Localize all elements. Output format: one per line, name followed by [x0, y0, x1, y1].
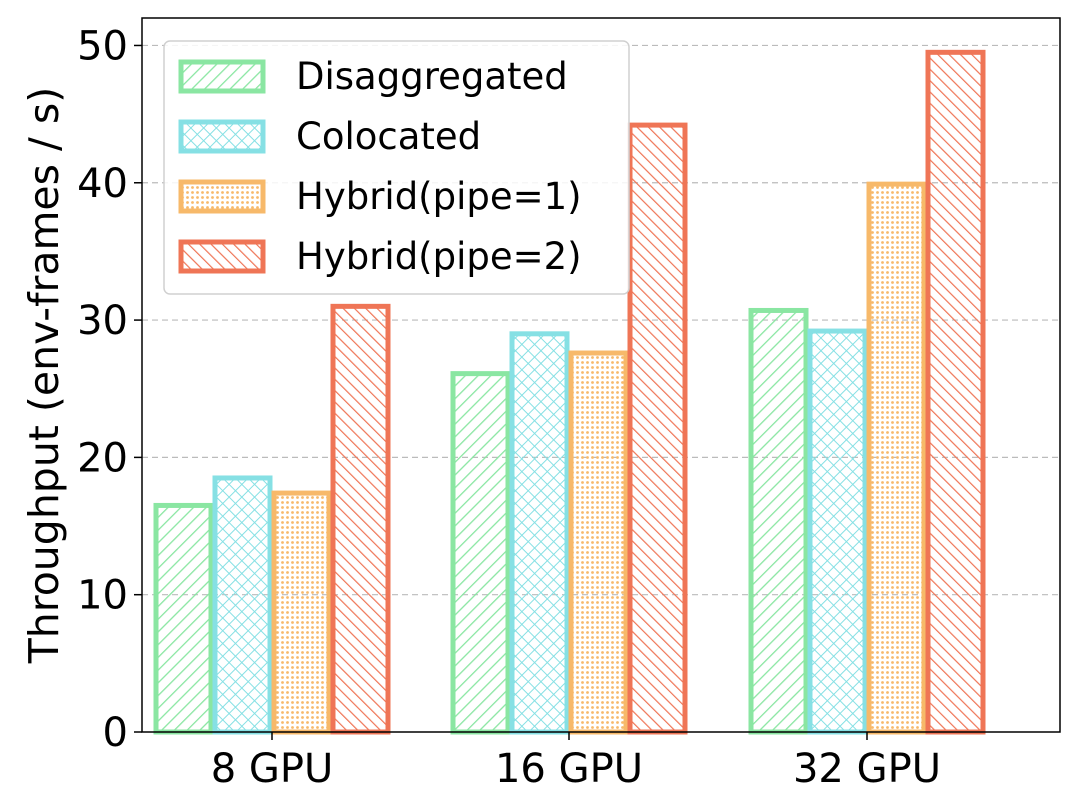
bar-disaggregated-16-gpu: [450, 371, 511, 735]
legend-label: Hybrid(pipe=2): [296, 235, 582, 278]
y-axis-ticks: 0 10 20 30 40 50: [77, 23, 142, 756]
legend-label: Disaggregated: [296, 55, 568, 98]
legend-swatch: [178, 119, 266, 154]
x-tick-label: 32 GPU: [793, 746, 941, 792]
bar-colocated-8-gpu: [212, 475, 273, 735]
legend-label: Colocated: [296, 115, 481, 158]
legend: Disaggregated Colocated Hybrid(pipe=1) Hybr…: [163, 40, 630, 295]
legend-label: Hybrid(pipe=1): [296, 175, 582, 218]
bar-hybrid-pipe-1-8-gpu: [271, 490, 332, 735]
legend-swatch: [178, 179, 266, 214]
y-axis-label: Throughput (env-frames / s): [20, 87, 68, 665]
y-tick-label: 30: [77, 298, 128, 344]
plot-frame: [141, 17, 1061, 733]
y-tick-label: 10: [77, 573, 128, 619]
y-tick-label: 40: [77, 161, 128, 207]
y-tick-label: 20: [77, 435, 128, 481]
legend-frame: [163, 40, 630, 295]
x-axis-ticks: 8 GPU 16 GPU 32 GPU: [211, 732, 941, 792]
bar-hybrid-pipe-2-32-gpu: [925, 49, 986, 735]
x-tick-label: 16 GPU: [495, 746, 643, 792]
x-tick-label: 8 GPU: [211, 746, 334, 792]
legend-swatch: [178, 59, 266, 94]
bars: [153, 49, 986, 735]
bar-colocated-32-gpu: [807, 328, 868, 735]
y-tick-label: 0: [103, 710, 128, 756]
bar-hybrid-pipe-1-32-gpu: [866, 181, 927, 735]
bar-disaggregated-32-gpu: [748, 307, 809, 735]
bar-hybrid-pipe-2-16-gpu: [627, 122, 688, 735]
legend-swatch: [178, 239, 266, 274]
y-tick-label: 50: [77, 23, 128, 69]
bar-colocated-16-gpu: [509, 331, 570, 735]
bar-hybrid-pipe-2-8-gpu: [330, 303, 391, 735]
bar-hybrid-pipe-1-16-gpu: [568, 350, 629, 735]
bar-disaggregated-8-gpu: [153, 502, 214, 735]
